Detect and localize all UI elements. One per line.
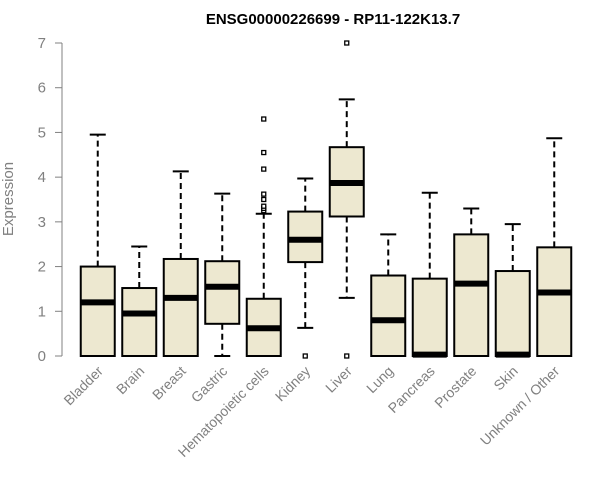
outlier-point <box>261 191 267 197</box>
outlier-point <box>344 353 350 359</box>
box-hematopoietic-cells <box>245 116 282 358</box>
iqr-box <box>370 274 407 357</box>
y-tick-label: 4 <box>38 169 46 186</box>
outlier-point <box>344 40 350 46</box>
x-tick-label: Prostate <box>431 363 479 411</box>
outlier-point <box>261 116 267 122</box>
iqr-box <box>79 265 116 358</box>
y-tick-label: 3 <box>38 214 46 231</box>
iqr-box <box>453 233 490 357</box>
x-tick-label: Kidney <box>272 363 314 405</box>
outlier-point <box>261 166 267 172</box>
y-tick-label: 5 <box>38 124 46 141</box>
x-tick-label: Unknown / Other <box>477 363 563 449</box>
box-gastric <box>204 192 241 357</box>
x-tick-label: Skin <box>490 363 521 394</box>
iqr-box <box>121 287 158 357</box>
box-skin <box>494 223 531 358</box>
x-tick-label: Lung <box>363 363 396 396</box>
box-series <box>79 40 573 359</box>
box-brain <box>121 245 158 357</box>
outlier-point <box>302 353 308 359</box>
chart-title: ENSG00000226699 - RP11-122K13.7 <box>206 11 460 28</box>
outlier-point <box>261 203 267 209</box>
x-tick-label: Bladder <box>60 363 106 409</box>
y-tick-label: 7 <box>38 35 46 52</box>
box-lung <box>370 233 407 357</box>
y-tick-label: 6 <box>38 80 46 97</box>
y-tick-label: 0 <box>38 348 46 365</box>
box-kidney <box>287 177 324 359</box>
y-axis: 0 1 2 3 4 5 6 7 <box>38 35 63 365</box>
iqr-box <box>411 277 448 357</box>
box-breast <box>162 170 199 357</box>
box-bladder <box>79 133 116 358</box>
x-tick-label: Breast <box>149 363 189 403</box>
box-unknown-other <box>536 137 573 357</box>
iqr-box <box>536 246 573 357</box>
box-pancreas <box>411 191 448 358</box>
iqr-box <box>162 257 199 357</box>
x-tick-label: Brain <box>113 363 147 397</box>
box-prostate <box>453 207 490 357</box>
x-tick-label: Liver <box>322 363 355 396</box>
y-tick-label: 1 <box>38 303 46 320</box>
iqr-box <box>204 260 241 325</box>
iqr-box <box>494 270 531 357</box>
y-tick-label: 2 <box>38 259 46 276</box>
box-liver <box>328 40 365 359</box>
outlier-point <box>261 149 267 156</box>
y-axis-label: Expression <box>0 162 17 236</box>
outlier-point <box>261 196 267 203</box>
